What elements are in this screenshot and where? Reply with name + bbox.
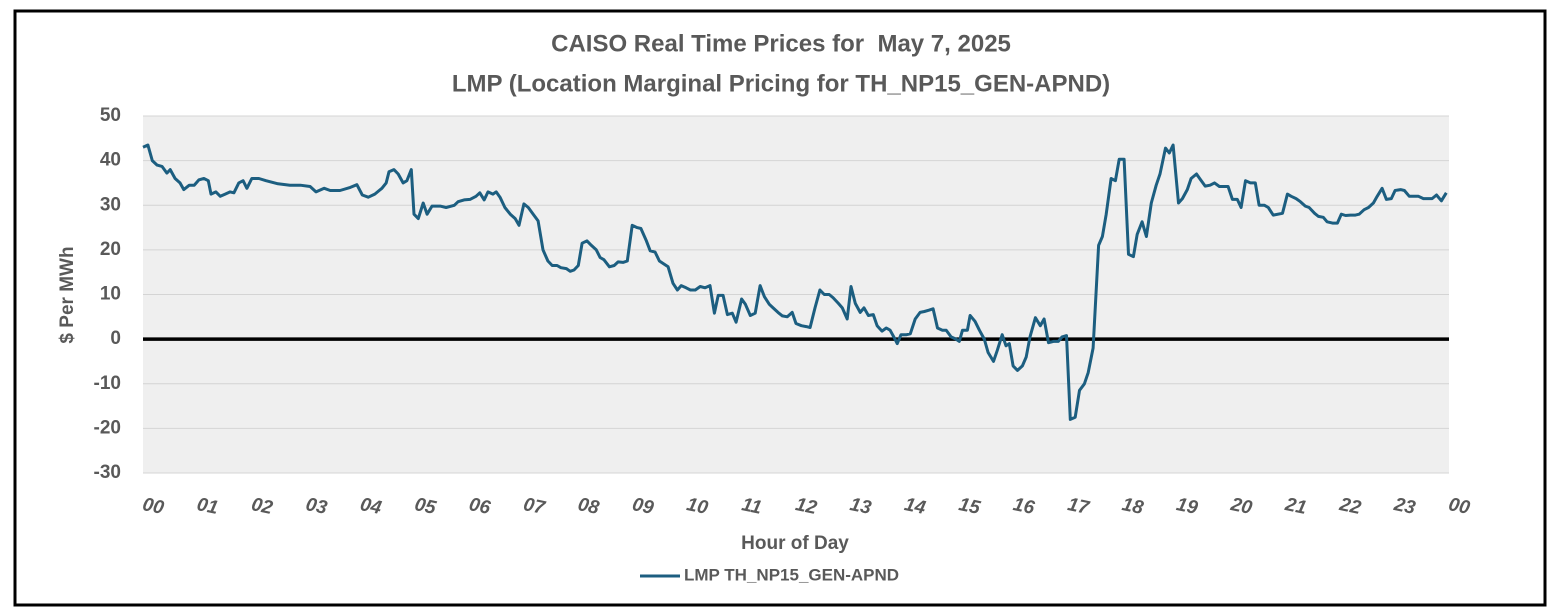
chart-title: CAISO Real Time Prices for May 7, 2025	[551, 30, 1011, 57]
y-tick-label: -10	[94, 373, 121, 394]
x-tick-label: 00	[1447, 494, 1472, 519]
x-tick-label: 02	[249, 494, 274, 519]
y-tick-label: 50	[100, 105, 121, 126]
data-line	[142, 143, 1448, 421]
x-tick-label: 10	[685, 494, 710, 519]
x-tick-label: 08	[576, 494, 601, 519]
x-tick-label: 01	[195, 494, 220, 519]
x-tick-label: 11	[740, 494, 764, 519]
x-tick-label: 19	[1174, 494, 1199, 519]
y-axis-title: $ Per MWh	[57, 246, 78, 343]
x-tick-label: 23	[1391, 494, 1417, 519]
x-tick-label: 03	[304, 494, 329, 519]
x-tick-label: 04	[358, 494, 383, 519]
y-tick-label: 0	[110, 328, 121, 349]
y-tick-label: 10	[100, 284, 121, 305]
legend-label: LMP TH_NP15_GEN-APND	[684, 565, 899, 584]
y-tick-label: 30	[100, 194, 121, 215]
x-tick-label: 16	[1011, 494, 1036, 519]
x-tick-label: 05	[413, 494, 438, 519]
x-tick-label: 21	[1282, 494, 1308, 519]
x-tick-label: 13	[848, 494, 873, 519]
y-tick-label: -30	[94, 462, 121, 483]
x-tick-label: 15	[957, 494, 982, 519]
x-tick-label: 09	[630, 494, 655, 519]
y-tick-label: 40	[100, 150, 121, 171]
chart-subtitle: LMP (Location Marginal Pricing for TH_NP…	[452, 70, 1110, 97]
x-tick-label: 00	[141, 494, 166, 519]
x-axis-title: Hour of Day	[741, 533, 849, 554]
x-tick-label: 12	[794, 494, 819, 519]
x-tick-label: 14	[902, 494, 927, 519]
x-tick-label: 22	[1337, 494, 1363, 519]
x-tick-label: 18	[1120, 494, 1145, 519]
y-tick-label: -20	[94, 417, 121, 438]
y-tick-label: 20	[100, 239, 121, 260]
x-tick-label: 20	[1228, 494, 1254, 519]
x-tick-label: 06	[467, 494, 492, 519]
